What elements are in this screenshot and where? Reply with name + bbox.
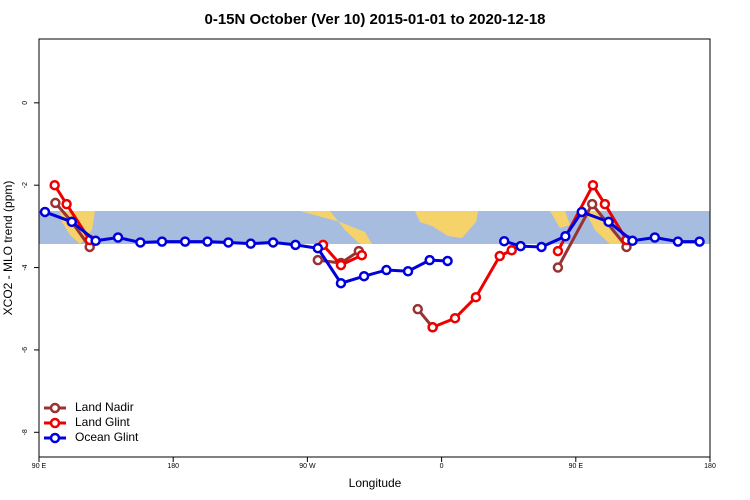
point — [66, 216, 78, 228]
point — [49, 179, 60, 191]
point — [156, 236, 168, 247]
point — [587, 179, 599, 191]
legend-label: Land Nadir — [75, 400, 134, 414]
point — [576, 206, 588, 218]
point — [335, 277, 347, 289]
point — [402, 266, 414, 277]
point — [515, 240, 526, 252]
point — [470, 291, 482, 303]
x-tick-label: 90 E — [569, 463, 584, 470]
y-axis-label: XCO2 - MLO trend (ppm) — [1, 181, 15, 316]
point — [552, 262, 564, 273]
x-tick-label: 180 — [167, 463, 179, 470]
land — [300, 211, 372, 244]
point — [335, 259, 347, 271]
point — [427, 322, 438, 333]
point — [599, 198, 611, 210]
point — [552, 245, 564, 257]
point — [358, 270, 370, 282]
point — [135, 237, 146, 248]
x-tick-label: 90 E — [32, 463, 47, 470]
point — [112, 232, 124, 243]
series-line — [556, 182, 628, 252]
x-axis-label: Longitude — [349, 476, 402, 490]
point — [412, 303, 423, 315]
point — [498, 235, 510, 247]
point — [506, 245, 517, 256]
point — [694, 236, 705, 247]
point — [312, 242, 324, 254]
legend-label: Ocean Glint — [75, 430, 139, 444]
point — [449, 312, 461, 324]
land — [415, 211, 478, 238]
legend-marker — [49, 417, 61, 429]
point — [290, 239, 301, 251]
x-tick-label: 90 W — [299, 463, 316, 470]
y-tick-label: -2 — [22, 182, 29, 188]
land — [550, 211, 625, 244]
point — [50, 197, 61, 209]
point — [586, 198, 598, 210]
series-line — [503, 210, 700, 249]
chart-title: 0-15N October (Ver 10) 2015-01-01 to 202… — [204, 11, 545, 28]
point — [560, 231, 571, 242]
y-tick-label: 0 — [22, 101, 29, 105]
point — [442, 255, 453, 267]
legend-marker — [49, 402, 61, 414]
point — [356, 249, 368, 261]
point — [381, 264, 392, 276]
point — [90, 235, 101, 247]
x-tick-label: 0 — [440, 463, 444, 470]
y-tick-label: -4 — [22, 264, 29, 270]
point — [627, 235, 638, 247]
point — [603, 216, 614, 228]
point — [312, 254, 324, 266]
point — [39, 206, 51, 218]
point — [267, 237, 279, 248]
point — [536, 241, 547, 253]
point — [245, 238, 256, 249]
point — [649, 232, 661, 243]
point — [424, 254, 435, 266]
legend-label: Land Glint — [75, 415, 130, 429]
y-tick-label: -8 — [22, 429, 29, 435]
point — [672, 236, 684, 247]
point — [202, 236, 213, 247]
plot-frame — [38, 38, 711, 458]
y-tick-label: -6 — [22, 347, 29, 353]
point — [179, 236, 191, 247]
point — [61, 198, 72, 210]
point — [223, 237, 234, 248]
legend-marker — [49, 432, 61, 444]
point — [494, 250, 506, 262]
x-tick-label: 180 — [704, 463, 716, 470]
